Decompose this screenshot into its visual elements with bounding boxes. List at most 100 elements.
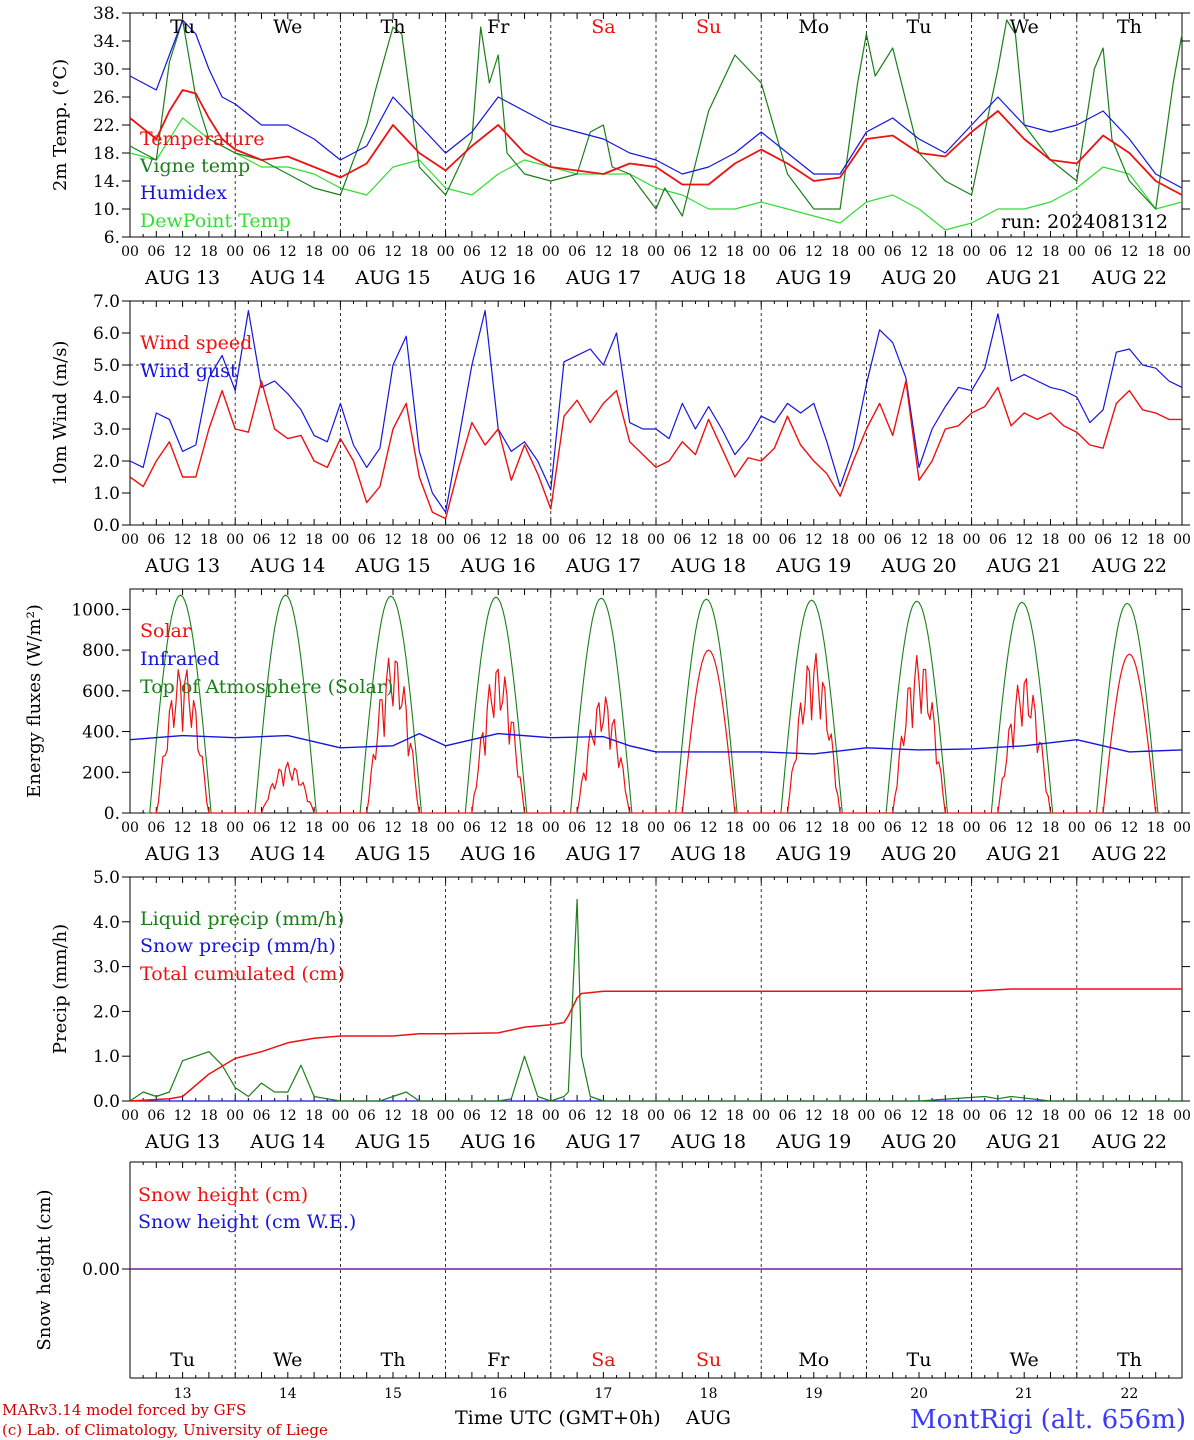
temp-hour-label: 06 <box>989 244 1007 260</box>
wind-date-label: AUG 17 <box>565 555 641 577</box>
precip-hour-label: 12 <box>805 1108 823 1124</box>
wind-hour-label: 06 <box>568 532 586 548</box>
flux-ytick-label: 1000. <box>71 600 120 620</box>
wind-hour-label: 18 <box>831 532 849 548</box>
wind-y-title: 10m Wind (m/s) <box>50 341 71 486</box>
precip-hour-label: 18 <box>621 1108 639 1124</box>
temp-hour-label: 12 <box>1015 244 1033 260</box>
flux-hour-label: 00 <box>647 820 665 836</box>
precip-hour-label: 00 <box>963 1108 981 1124</box>
temp-y-title: 2m Temp. (°C) <box>50 59 71 191</box>
wind-hour-label: 06 <box>147 532 165 548</box>
temp-panel: 2m Temp. (°C) 38. 34. 30. 26. 22. 18. 14. 10. 6.… <box>50 4 1190 248</box>
weekday-label: Th <box>381 16 406 38</box>
temp-hour-label: 12 <box>594 244 612 260</box>
wind-hour-label: 12 <box>1015 532 1033 548</box>
wind-hour-label: 00 <box>542 532 560 548</box>
flux-hour-label: 18 <box>305 820 323 836</box>
precip-hour-label: 00 <box>752 1108 770 1124</box>
flux-hour-label: 18 <box>1042 820 1060 836</box>
flux-hour-label: 18 <box>200 820 218 836</box>
wind-hour-label: 18 <box>200 532 218 548</box>
flux-hour-label: 18 <box>831 820 849 836</box>
temp-date-label: AUG 13 <box>144 267 220 289</box>
temp-hour-label: 06 <box>358 244 376 260</box>
temp-hour-label: 12 <box>279 244 297 260</box>
temp-hour-label: 12 <box>805 244 823 260</box>
wind-hour-label: 00 <box>963 532 981 548</box>
flux-legend-toa: Top of Atmosphere (Solar) <box>140 676 393 698</box>
wind-hour-label: 18 <box>936 532 954 548</box>
precip-ytick-label: 0.0 <box>93 1092 120 1112</box>
flux-hour-label: 06 <box>1094 820 1112 836</box>
temp-ytick-label: 34. <box>93 32 120 52</box>
flux-hour-label: 06 <box>884 820 902 836</box>
flux-panel: Energy fluxes (W/m²) 1000. 800. 600. 400. 20… <box>24 588 1190 824</box>
flux-date-label: AUG 13 <box>144 843 220 865</box>
wind-date-label: AUG 21 <box>986 555 1062 577</box>
precip-hour-label: 06 <box>253 1108 271 1124</box>
precip-hour-label: 00 <box>647 1108 665 1124</box>
wind-hour-label: 12 <box>700 532 718 548</box>
flux-date-label: AUG 14 <box>249 843 325 865</box>
flux-hour-label: 18 <box>936 820 954 836</box>
wind-hour-label: 00 <box>1068 532 1086 548</box>
temp-ytick-label: 6. <box>104 228 120 248</box>
temp-hour-label: 12 <box>384 244 402 260</box>
temp-date-label: AUG 17 <box>565 267 641 289</box>
flux-legend-infrared: Infrared <box>140 648 220 670</box>
precip-ytick-label: 5.0 <box>93 868 120 888</box>
run-label: run: 2024081312 <box>1001 211 1168 233</box>
temp-hour-label: 06 <box>253 244 271 260</box>
precip-hour-label: 18 <box>305 1108 323 1124</box>
weekday-label: Tu <box>907 1349 932 1371</box>
wind-hour-label: 18 <box>410 532 428 548</box>
wind-ytick-label: 0.0 <box>93 516 120 536</box>
temp-ytick-label: 26. <box>93 88 120 108</box>
flux-hour-label: 12 <box>594 820 612 836</box>
precip-hour-label: 12 <box>594 1108 612 1124</box>
wind-date-label: AUG 14 <box>249 555 325 577</box>
flux-hour-label: 06 <box>147 820 165 836</box>
flux-hour-label: 00 <box>226 820 244 836</box>
temp-hour-label: 00 <box>226 244 244 260</box>
wind-date-label: AUG 19 <box>775 555 851 577</box>
flux-hour-label: 12 <box>805 820 823 836</box>
snow-panel: Snow height (cm) 0.00 Snow height (cm) S… <box>34 1161 1183 1379</box>
wind-hour-label: 00 <box>857 532 875 548</box>
temperature-line <box>129 89 1183 196</box>
precip-hour-label: 18 <box>410 1108 428 1124</box>
flux-date-label: AUG 17 <box>565 843 641 865</box>
temp-ytick-label: 30. <box>93 60 120 80</box>
day-number: 13 <box>174 1386 192 1402</box>
weekday-label: Su <box>696 16 721 38</box>
flux-hour-label: 18 <box>726 820 744 836</box>
day-number: 20 <box>910 1386 928 1402</box>
precip-hour-label: 00 <box>857 1108 875 1124</box>
precip-hour-label: 18 <box>200 1108 218 1124</box>
flux-hour-label: 06 <box>358 820 376 836</box>
flux-hour-label: 06 <box>989 820 1007 836</box>
weekday-label: Fr <box>487 1349 510 1371</box>
flux-hour-label: 12 <box>489 820 507 836</box>
wind-hour-label: 00 <box>121 532 139 548</box>
station-name: MontRigi (alt. 656m) <box>910 1405 1186 1435</box>
wind-ytick-label: 4.0 <box>93 388 120 408</box>
weekday-label: We <box>273 1349 302 1371</box>
weekday-label: Fr <box>487 16 510 38</box>
flux-hour-label: 00 <box>857 820 875 836</box>
wind-hour-label: 00 <box>331 532 349 548</box>
flux-hour-label: 12 <box>1015 820 1033 836</box>
temp-hour-label: 06 <box>147 244 165 260</box>
temp-legend-vigne: Vigne temp <box>139 155 250 177</box>
precip-date-label: AUG 19 <box>775 1131 851 1153</box>
flux-ytick-label: 0. <box>104 804 120 824</box>
precip-date-label: AUG 16 <box>460 1131 536 1153</box>
wind-date-label: AUG 22 <box>1091 555 1167 577</box>
solar-line <box>151 649 1161 814</box>
weekday-label: We <box>273 16 302 38</box>
flux-hour-label: 00 <box>121 820 139 836</box>
flux-hour-label: 12 <box>174 820 192 836</box>
temp-date-label: AUG 16 <box>460 267 536 289</box>
weekday-label: Sa <box>591 1349 615 1371</box>
